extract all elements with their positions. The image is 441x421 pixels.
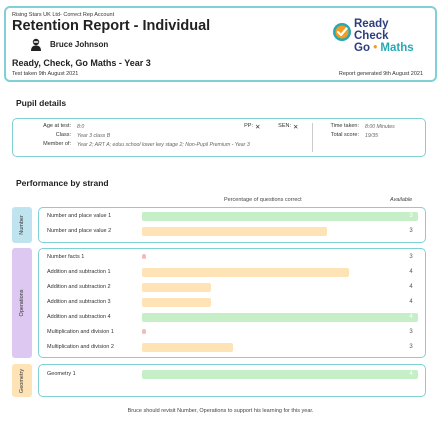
objective-label: Addition and subtraction 2: [47, 284, 111, 290]
strand-name: Number: [19, 215, 25, 235]
total-score-label: Total score:: [330, 132, 359, 138]
score-bar: [142, 298, 211, 307]
assessment-name: Ready, Check, Go Maths - Year 3: [12, 58, 151, 68]
score-bar: [142, 212, 418, 221]
time-taken-value: 8:00 Minutes: [365, 123, 395, 130]
objective-label: Multiplication and division 2: [47, 344, 114, 350]
strand-name: Operations: [19, 289, 25, 317]
available-column-header: Available: [390, 197, 413, 203]
objective-label: Multiplication and division 1: [47, 329, 114, 335]
report-generated-date: Report generated 9th August 2021: [338, 71, 423, 77]
strand-panel-geometry: [38, 364, 426, 397]
available-count: 4: [409, 269, 413, 275]
available-count: 4: [409, 284, 413, 290]
strand-panel-number: [38, 207, 426, 243]
pupil-details-heading: Pupil details: [16, 98, 67, 108]
pp-cross-icon: ✕: [255, 123, 261, 131]
score-bar: [142, 329, 146, 334]
score-bar: [142, 313, 418, 322]
sen-label: SEN:: [278, 123, 291, 129]
score-bar: [142, 227, 327, 236]
objective-label: Number facts 1: [47, 254, 85, 260]
report-title: Retention Report - Individual: [12, 18, 211, 34]
available-count: 4: [409, 299, 413, 305]
ready-check-go-maths-logo: Ready Check Go • Maths: [332, 14, 432, 62]
test-date: Test taken 9th August 2021: [12, 71, 79, 77]
objective-label: Number and place value 1: [47, 213, 112, 219]
strand-name: Geometry: [19, 368, 25, 393]
available-count: 3: [409, 254, 413, 260]
available-count: 4: [409, 314, 413, 320]
member-of-label: Member of:: [43, 141, 71, 147]
available-count: 3: [409, 228, 413, 234]
sen-cross-icon: ✕: [293, 123, 299, 131]
strand-tab-operations: Operations: [12, 248, 32, 358]
available-count: 3: [409, 344, 413, 350]
pupil-details-panel: Age at test: 8:0 PP: ✕ SEN: ✕ Class: Yea…: [12, 118, 426, 157]
age-label: Age at test:: [43, 123, 71, 129]
strand-panel-operations: [38, 248, 426, 358]
class-value: Year 3 class B: [77, 132, 111, 139]
objective-label: Addition and subtraction 1: [47, 269, 111, 275]
recommendation-note: Bruce should revisit Number, Operations …: [127, 408, 314, 414]
report-header: Rising Stars UK Ltd- Correct Rep Account…: [4, 6, 437, 82]
total-score-value: 19/35: [365, 132, 378, 139]
available-count: 4: [409, 371, 413, 377]
strand-tab-geometry: Geometry: [12, 364, 32, 397]
available-count: 3: [409, 329, 413, 335]
objective-label: Number and place value 2: [47, 228, 112, 234]
organisation-name: Rising Stars UK Ltd- Correct Rep Account: [12, 12, 115, 18]
score-bar: [142, 283, 211, 292]
objective-label: Geometry 1: [47, 371, 76, 377]
class-label: Class:: [55, 132, 71, 138]
time-taken-label: Time taken:: [330, 123, 359, 129]
objective-label: Addition and subtraction 4: [47, 314, 111, 320]
checkmark-logo-icon: [333, 23, 351, 41]
performance-heading: Performance by strand: [16, 178, 109, 188]
score-bar: [142, 268, 349, 277]
score-bar: [142, 370, 418, 379]
score-bar: [142, 254, 146, 259]
details-divider: [312, 123, 313, 152]
pupil-icon: [31, 38, 41, 51]
age-value: 8:0: [77, 123, 85, 130]
strand-tab-number: Number: [12, 207, 32, 243]
member-of-value: Year 2; ART A; eduu school lower key sta…: [77, 141, 250, 148]
score-bar: [142, 343, 234, 352]
percentage-column-header: Percentage of questions correct: [224, 197, 302, 203]
pupil-name: Bruce Johnson: [50, 40, 109, 49]
available-count: 3: [409, 213, 413, 219]
objective-label: Addition and subtraction 3: [47, 299, 111, 305]
pp-label: PP:: [244, 123, 253, 129]
